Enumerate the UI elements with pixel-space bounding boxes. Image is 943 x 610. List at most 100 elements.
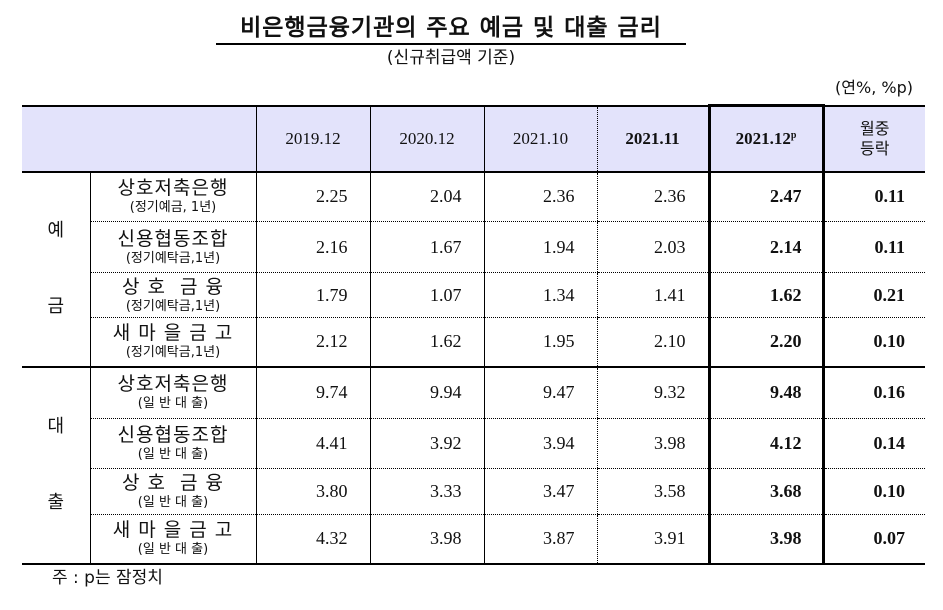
value-cell-provisional: 3.68 [707, 468, 825, 515]
value-cell: 1.41 [596, 272, 709, 318]
value-cell: 9.94 [369, 366, 484, 419]
product-type: (일 반 대 출) [137, 495, 209, 510]
institution-cell: 상호저축은행 (일 반 대 출) [89, 366, 256, 419]
institution-name: 상 호 금 융 [121, 275, 225, 298]
value-cell: 2.36 [596, 171, 709, 222]
value-cell: 1.95 [483, 317, 597, 368]
category-deposit: 예 금 [22, 171, 90, 368]
value-cell: 1.94 [483, 221, 597, 273]
value-cell: 9.74 [255, 366, 370, 419]
institution-cell: 상호저축은행 (정기예금, 1년) [89, 171, 256, 222]
value-cell-change: 0.10 [823, 317, 925, 368]
value-cell: 3.98 [369, 514, 484, 565]
institution-cell: 상 호 금 융 (정기예탁금,1년) [89, 272, 256, 318]
institution-name: 상호저축은행 [117, 177, 229, 200]
value-cell: 1.67 [369, 221, 484, 273]
value-cell: 3.47 [483, 468, 597, 515]
footnote: 주 : p는 잠정치 [52, 568, 163, 588]
institution-cell: 상 호 금 융 (일 반 대 출) [89, 468, 256, 515]
value-cell: 3.91 [596, 514, 709, 565]
value-cell-provisional: 9.48 [707, 366, 825, 419]
value-cell-provisional: 2.47 [707, 171, 825, 222]
category-loan: 대 출 [22, 366, 90, 565]
value-cell: 1.62 [369, 317, 484, 368]
column-header-2020-12: 2020.12 [369, 105, 484, 172]
value-cell-change: 0.21 [823, 272, 925, 318]
institution-name: 신용협동조합 [117, 424, 229, 446]
product-type: (일 반 대 출) [137, 396, 209, 412]
table-row: 상 호 금 융 (일 반 대 출) 3.80 3.33 3.47 3.58 3.6… [22, 468, 925, 515]
value-cell: 3.94 [483, 418, 597, 469]
table-row: 예 금 상호저축은행 (정기예금, 1년) 2.25 2.04 2.36 2.36… [22, 171, 925, 368]
product-type: (정기예금, 1년) [129, 200, 217, 216]
value-cell: 1.07 [369, 272, 484, 318]
value-cell: 2.12 [255, 317, 370, 368]
value-cell-provisional: 2.14 [707, 221, 825, 273]
product-type: (일 반 대 출) [137, 542, 209, 558]
value-cell: 2.25 [255, 171, 370, 222]
value-cell: 2.36 [483, 171, 597, 222]
column-header-monthly-change: 월중 등락 [823, 106, 925, 172]
value-cell: 1.34 [483, 272, 597, 318]
institution-name: 상 호 금 융 [121, 472, 225, 494]
column-header-2019-12: 2019.12 [255, 105, 370, 172]
value-cell: 3.98 [596, 418, 709, 469]
header-row: 2019.12 2020.12 2021.10 2021.11 2021.12p… [22, 104, 925, 172]
value-cell: 2.10 [596, 317, 709, 368]
product-type: (일 반 대 출) [137, 447, 209, 462]
value-cell-provisional: 1.62 [707, 272, 825, 318]
value-cell: 1.79 [255, 272, 370, 318]
institution-cell: 새 마 을 금 고 (정기예탁금,1년) [89, 317, 256, 368]
institution-cell: 새 마 을 금 고 (일 반 대 출) [89, 514, 256, 565]
value-cell: 4.41 [255, 418, 370, 469]
value-cell-change: 0.14 [823, 418, 925, 469]
interest-rate-table: 2019.12 2020.12 2021.10 2021.11 2021.12p… [22, 104, 925, 565]
column-header-2021-11: 2021.11 [596, 105, 709, 172]
category-loan-line2: 출 [47, 492, 65, 513]
value-cell: 4.32 [255, 514, 370, 565]
value-cell-change: 0.11 [823, 221, 925, 273]
category-loan-line1: 대 [47, 416, 65, 437]
product-type: (정기예탁금,1년) [125, 345, 221, 361]
table-row: 새 마 을 금 고 (일 반 대 출) 4.32 3.98 3.87 3.91 3… [22, 514, 925, 565]
value-cell-change: 0.11 [823, 171, 925, 222]
monthly-change-line1: 월중 [860, 118, 890, 138]
institution-name: 새 마 을 금 고 [112, 519, 234, 542]
value-cell: 2.16 [255, 221, 370, 273]
institution-name: 상호저축은행 [117, 373, 229, 396]
institution-name: 신용협동조합 [117, 227, 229, 250]
column-header-2021-12p-label: 2021.12 [735, 128, 791, 148]
product-type: (정기예탁금,1년) [125, 250, 221, 266]
page-title: 비은행금융기관의 주요 예금 및 대출 금리 [216, 14, 686, 45]
table-row: 상 호 금 융 (정기예탁금,1년) 1.79 1.07 1.34 1.41 1.… [22, 272, 925, 318]
monthly-change-line2: 등락 [860, 138, 890, 158]
category-deposit-line2: 금 [47, 296, 65, 317]
category-deposit-line1: 예 [47, 220, 65, 241]
value-cell-provisional: 4.12 [707, 418, 825, 469]
value-cell-change: 0.10 [823, 468, 925, 515]
header-corner [22, 106, 256, 172]
value-cell-change: 0.16 [823, 366, 925, 419]
value-cell-provisional: 3.98 [707, 514, 825, 565]
unit-label: (연%, %p) [835, 78, 913, 97]
value-cell: 2.04 [369, 171, 484, 222]
value-cell: 2.03 [596, 221, 709, 273]
table-row: 새 마 을 금 고 (정기예탁금,1년) 2.12 1.62 1.95 2.10 … [22, 317, 925, 368]
table-row: 신용협동조합 (일 반 대 출) 4.41 3.92 3.94 3.98 4.12… [22, 418, 925, 469]
table-row: 대 출 상호저축은행 (일 반 대 출) 9.74 9.94 9.47 9.32 … [22, 366, 925, 565]
institution-cell: 신용협동조합 (정기예탁금,1년) [89, 221, 256, 273]
value-cell: 3.58 [596, 468, 709, 515]
provisional-marker: p [790, 129, 797, 141]
value-cell: 9.32 [596, 366, 709, 419]
value-cell: 3.92 [369, 418, 484, 469]
institution-cell: 신용협동조합 (일 반 대 출) [89, 418, 256, 469]
page-subtitle: (신규취급액 기준) [386, 48, 516, 68]
value-cell: 3.87 [483, 514, 597, 565]
value-cell-change: 0.07 [823, 514, 925, 565]
table-row: 신용협동조합 (정기예탁금,1년) 2.16 1.67 1.94 2.03 2.1… [22, 221, 925, 273]
value-cell-provisional: 2.20 [707, 317, 825, 368]
product-type: (정기예탁금,1년) [125, 298, 221, 314]
column-header-2021-12p: 2021.12p [707, 104, 825, 172]
value-cell: 3.33 [369, 468, 484, 515]
column-header-2021-10: 2021.10 [483, 105, 597, 172]
